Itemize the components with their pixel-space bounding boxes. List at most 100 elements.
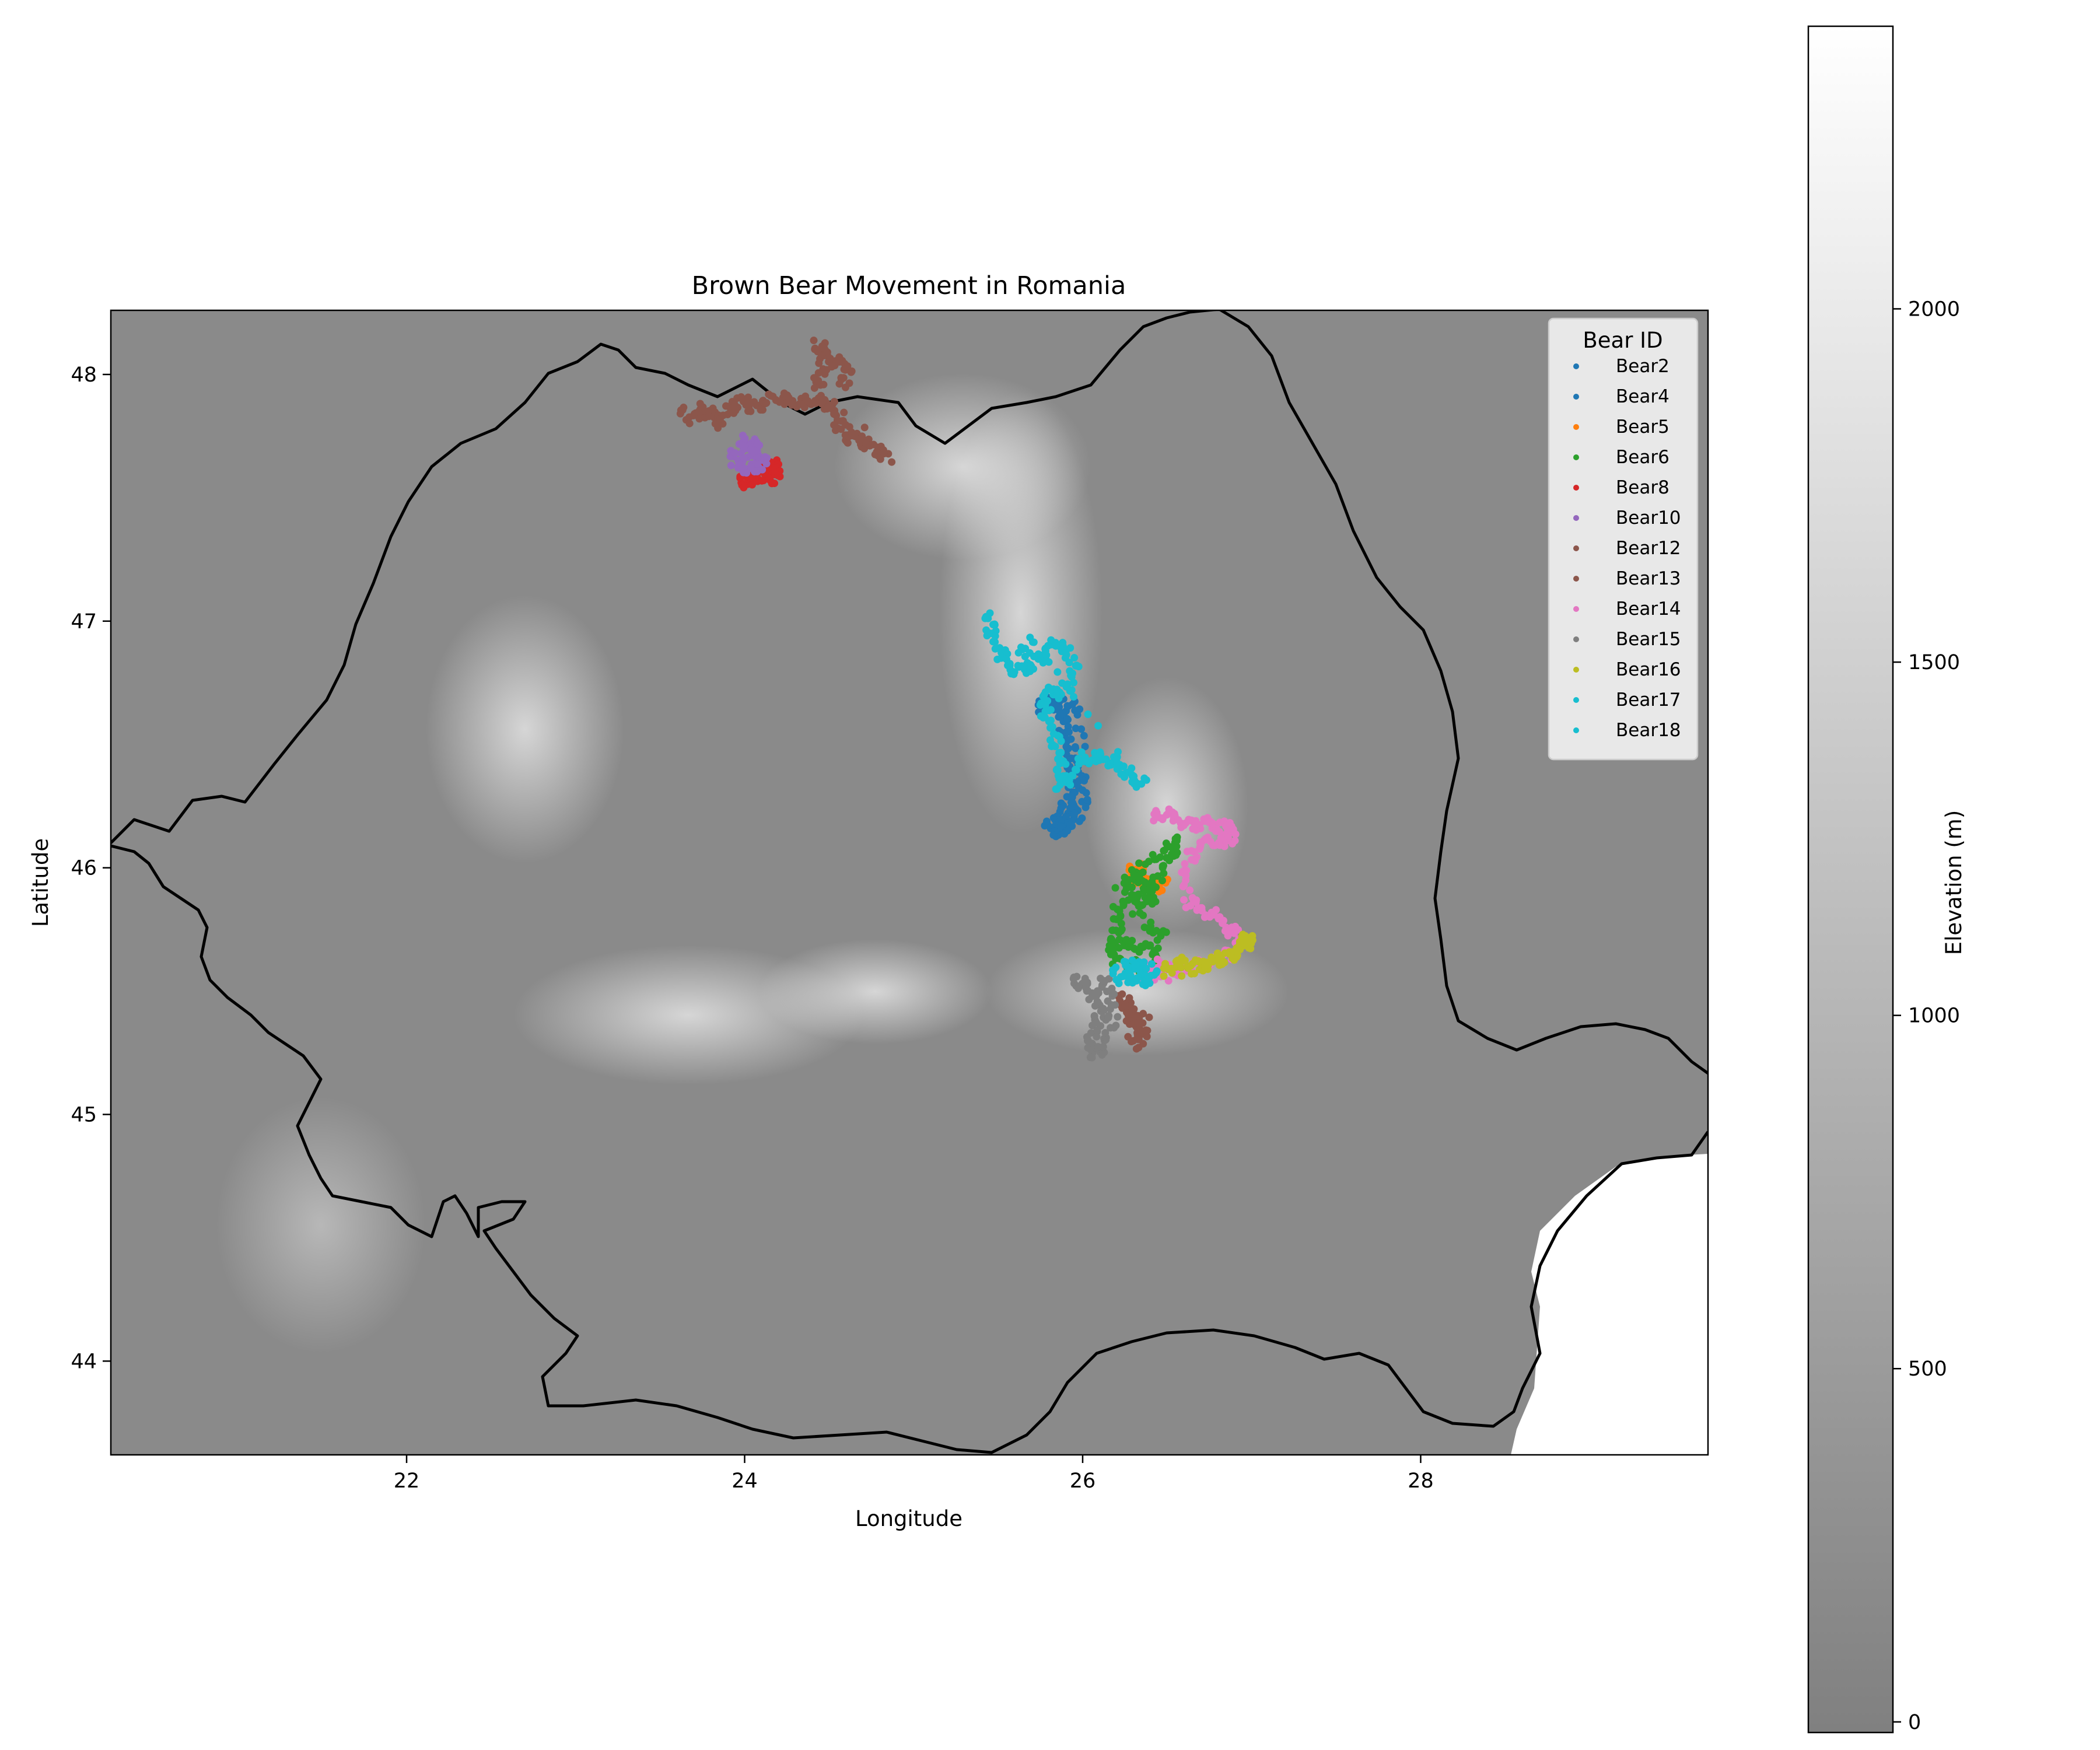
data-point — [748, 481, 756, 489]
legend-label: Bear4 — [1616, 386, 1670, 407]
data-point — [1158, 814, 1167, 822]
data-point — [1014, 649, 1023, 657]
data-point — [844, 362, 852, 370]
data-point — [1124, 1009, 1132, 1017]
data-point — [785, 394, 793, 402]
data-point — [747, 446, 755, 454]
data-point — [762, 399, 771, 407]
data-point — [1139, 943, 1147, 951]
data-point — [1153, 956, 1161, 964]
data-point — [741, 435, 749, 443]
data-point — [1114, 1013, 1122, 1021]
legend-label: Bear16 — [1616, 659, 1681, 680]
data-point — [852, 432, 860, 440]
data-point — [1228, 948, 1236, 956]
data-point — [1230, 929, 1238, 937]
romania-border — [111, 310, 1708, 1454]
data-point — [768, 480, 776, 488]
data-point — [1010, 670, 1018, 678]
legend-marker — [1573, 515, 1579, 521]
data-point — [1226, 818, 1234, 827]
x-axis-ticks: 22 24 26 28 — [394, 1455, 1434, 1493]
data-point — [1079, 786, 1087, 794]
data-point — [1203, 958, 1211, 967]
data-point — [727, 461, 735, 470]
x-tick-label: 26 — [1070, 1469, 1096, 1493]
data-point — [1184, 964, 1192, 972]
colorbar-tick-label: 1000 — [1908, 1005, 1960, 1028]
data-point — [1100, 755, 1108, 764]
data-point — [1054, 668, 1062, 676]
data-point — [1153, 936, 1161, 944]
data-point — [1099, 1042, 1107, 1051]
data-point — [1073, 710, 1082, 719]
data-point — [1162, 928, 1170, 936]
data-point — [1146, 922, 1154, 930]
data-point — [1195, 845, 1203, 853]
x-axis-label: Longitude — [855, 1506, 963, 1531]
legend-marker — [1573, 545, 1579, 551]
data-point — [1154, 944, 1162, 953]
data-point — [1101, 1029, 1110, 1037]
data-point — [1021, 653, 1029, 661]
legend-label: Bear15 — [1616, 629, 1681, 650]
data-point — [1072, 744, 1080, 752]
data-point — [1084, 986, 1092, 995]
data-point — [731, 402, 739, 411]
data-point — [1080, 776, 1088, 785]
data-point — [740, 454, 748, 462]
data-point — [1094, 722, 1102, 730]
data-point — [1219, 916, 1227, 925]
data-point — [1183, 848, 1191, 856]
data-point — [835, 380, 844, 388]
data-point — [1110, 938, 1118, 946]
data-point — [1142, 776, 1150, 784]
data-point — [837, 374, 845, 382]
data-point — [1128, 866, 1136, 874]
data-point — [740, 484, 748, 492]
data-point — [1160, 862, 1168, 870]
data-point — [814, 376, 822, 384]
mountain-shading — [1085, 677, 1248, 933]
data-point — [1068, 792, 1076, 800]
data-point — [1104, 997, 1112, 1005]
y-tick-label: 44 — [71, 1350, 97, 1373]
data-point — [1187, 970, 1195, 978]
data-point — [1059, 772, 1068, 780]
legend-frame — [1548, 317, 1699, 761]
data-point — [814, 348, 822, 356]
data-point — [860, 424, 869, 432]
data-point — [1132, 1045, 1140, 1053]
data-point — [1100, 1006, 1108, 1014]
data-point — [1083, 796, 1091, 804]
data-point — [1100, 1048, 1108, 1056]
data-point — [1130, 897, 1139, 905]
data-point — [1174, 816, 1182, 824]
y-tick-label: 45 — [71, 1103, 97, 1126]
legend-label: Bear14 — [1616, 598, 1681, 620]
data-point — [1143, 1027, 1152, 1035]
data-point — [763, 454, 771, 462]
data-point — [1200, 815, 1208, 823]
elevation-raster — [111, 310, 1708, 1455]
data-point — [1084, 710, 1092, 718]
legend-label: Bear13 — [1616, 568, 1681, 589]
data-point — [1109, 902, 1117, 911]
data-point — [1167, 964, 1175, 972]
legend-marker — [1573, 576, 1579, 582]
data-point — [1036, 701, 1044, 709]
mountain-shading — [834, 373, 1091, 560]
data-point — [1074, 755, 1082, 763]
data-point — [1186, 902, 1195, 910]
data-point — [1121, 773, 1129, 781]
data-point — [1069, 678, 1077, 687]
data-point — [1135, 859, 1143, 867]
data-point — [1152, 807, 1160, 815]
data-point — [1065, 744, 1073, 752]
data-point — [1182, 872, 1190, 880]
data-point — [1057, 737, 1065, 746]
data-point — [1115, 979, 1123, 988]
data-point — [1196, 838, 1204, 846]
data-point — [1181, 860, 1189, 868]
series-bear6 — [1105, 833, 1181, 979]
